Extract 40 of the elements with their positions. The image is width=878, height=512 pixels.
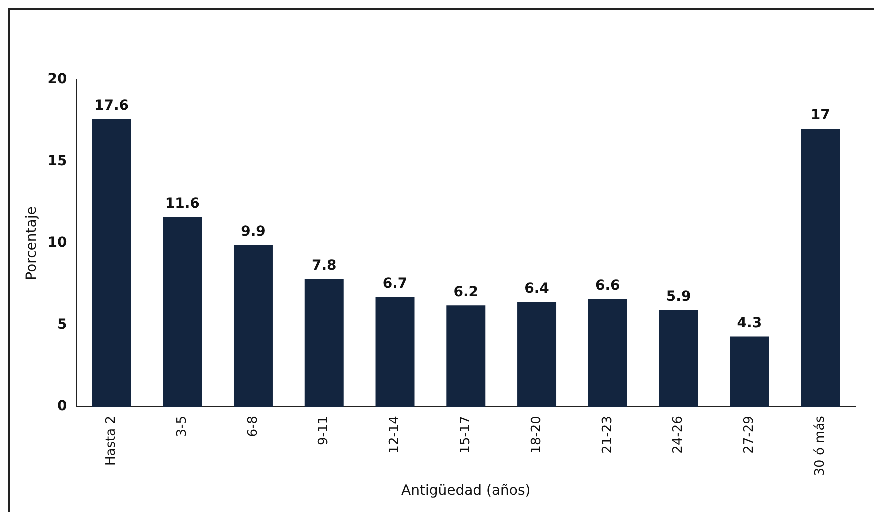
x-tick-label: 21-23 (600, 416, 616, 454)
x-tick-label: 18-20 (529, 416, 544, 454)
data-label: 6.7 (382, 276, 408, 292)
data-label: 4.3 (737, 315, 762, 332)
x-tick-label: Hasta 2 (104, 416, 120, 466)
bar (659, 310, 698, 408)
data-label: 17.6 (94, 98, 129, 114)
y-tick-label: 15 (48, 153, 68, 170)
data-label: 5.9 (666, 289, 692, 306)
x-tick-label: 9-11 (316, 416, 332, 446)
bar (518, 302, 557, 408)
x-tick-label: 24-26 (671, 416, 686, 454)
data-label: 6.2 (454, 284, 479, 300)
bar (801, 129, 840, 408)
x-tick-label: 3-5 (174, 416, 190, 438)
y-tick-label: 20 (48, 72, 68, 88)
bar (376, 297, 415, 408)
x-tick-label: 27-29 (742, 416, 758, 454)
x-tick-label: 12-14 (388, 416, 403, 454)
y-tick-label: 0 (58, 398, 68, 415)
data-label: 11.6 (165, 196, 200, 212)
data-label: 9.9 (241, 224, 266, 240)
data-label: 6.6 (596, 278, 620, 294)
bar (92, 119, 132, 408)
y-tick-label: 10 (48, 235, 68, 252)
x-tick-label: 15-17 (458, 416, 474, 454)
bar (446, 306, 486, 408)
y-tick-label: 5 (58, 316, 68, 333)
bar (730, 336, 770, 408)
data-label: 7.8 (312, 258, 337, 274)
x-tick-label: 30 ó más (812, 416, 828, 476)
bar (163, 217, 202, 408)
bar (234, 245, 273, 408)
bar (304, 279, 344, 408)
bar (588, 299, 628, 408)
data-label: 17 (810, 108, 830, 124)
x-tick-label: 6-8 (246, 416, 261, 438)
y-axis-title: Porcentaje (24, 206, 40, 280)
data-label: 6.4 (524, 281, 550, 298)
x-axis-title: Antigüedad (años) (402, 483, 531, 500)
